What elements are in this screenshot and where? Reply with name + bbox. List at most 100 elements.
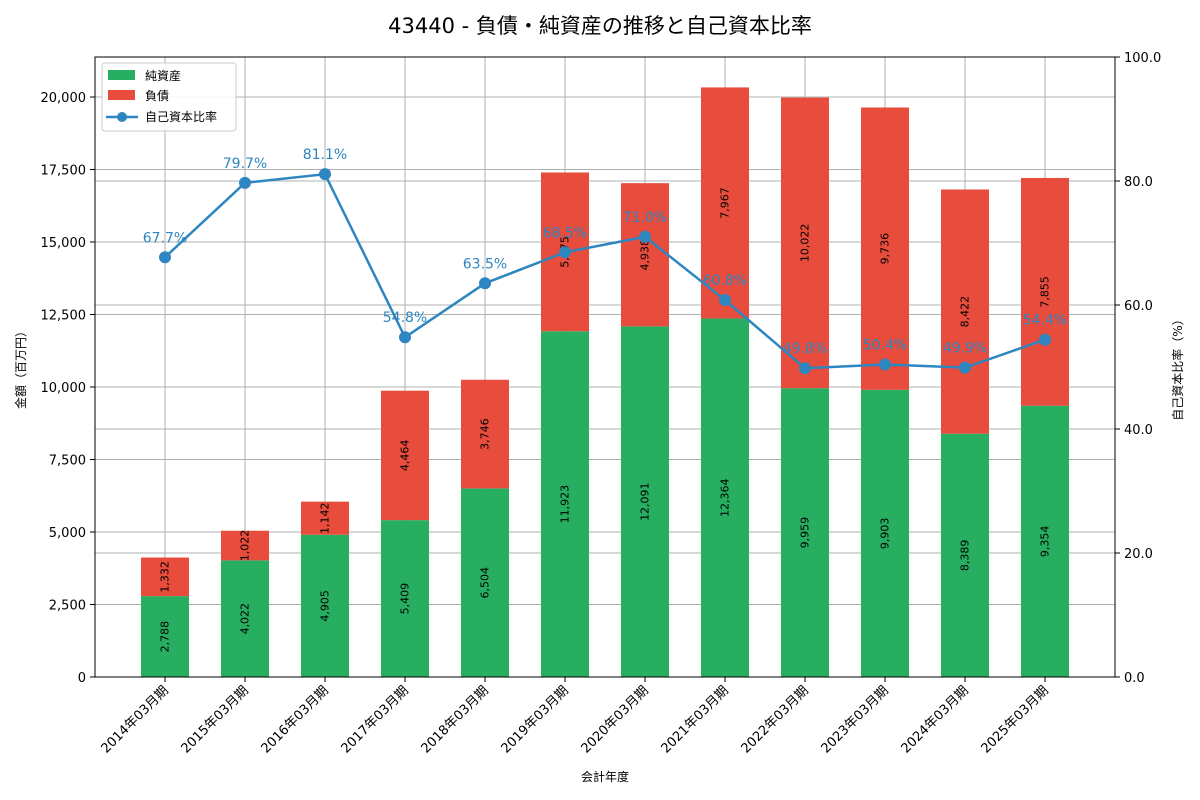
y2-axis-label: 自己資本比率（%） — [1170, 313, 1185, 420]
bar-value-label: 9,354 — [1039, 526, 1052, 558]
bar-value-label: 1,142 — [319, 502, 332, 534]
bar-liabilities — [1021, 177, 1069, 406]
x-tick-label: 2022年03月期 — [739, 683, 812, 756]
bar-value-label: 4,938 — [639, 239, 652, 271]
ratio-marker — [319, 168, 331, 181]
legend-label-liabilities: 負債 — [145, 88, 169, 103]
bar-value-label: 11,923 — [559, 485, 572, 524]
y-tick-label: 7,500 — [49, 454, 86, 469]
bar-liabilities — [461, 379, 509, 489]
legend: 純資産 負債 自己資本比率 — [101, 62, 237, 132]
bar-liabilities — [141, 557, 189, 597]
bar-value-label: 1,332 — [159, 561, 172, 593]
bar-value-label: 7,967 — [719, 187, 732, 219]
x-tick-label: 2015年03月期 — [179, 683, 252, 756]
bar-net-assets — [701, 318, 749, 677]
x-tick-label: 2024年03月期 — [899, 683, 972, 756]
stacked-bars: 2,788 1,332 4,022 1,022 4,905 1,142 5,409 4,464… — [141, 87, 1069, 677]
y-axis-label: 金額（百万円） — [13, 325, 28, 409]
legend-label-ratio: 自己資本比率 — [145, 109, 217, 124]
x-axis-label: 会計年度 — [581, 769, 629, 784]
bar-net-assets — [781, 388, 829, 677]
bar-liabilities — [221, 530, 269, 561]
y-tick-label: 15,000 — [41, 236, 87, 251]
bar-value-label: 9,959 — [799, 517, 812, 549]
bar-liabilities — [621, 183, 669, 327]
bar-value-label: 9,736 — [879, 233, 892, 265]
bar-net-assets — [461, 488, 509, 677]
bar-net-assets — [1021, 405, 1069, 677]
x-tick-label: 2018年03月期 — [419, 683, 492, 756]
bar-net-assets — [861, 389, 909, 677]
legend-swatch-net-assets — [108, 70, 135, 80]
legend-marker-ratio — [117, 112, 127, 122]
x-tick-label: 2014年03月期 — [99, 683, 172, 756]
ratio-label: 67.7% — [143, 230, 187, 246]
ratio-label: 68.5% — [543, 225, 587, 241]
bar-liabilities — [701, 87, 749, 319]
legend-swatch-liabilities — [108, 90, 135, 100]
bar-net-assets — [541, 331, 589, 677]
bar-net-assets — [301, 534, 349, 677]
x-tick-label: 2019年03月期 — [499, 683, 572, 756]
bar-liabilities — [781, 97, 829, 389]
x-axis: 2014年03月期 2015年03月期 2016年03月期 2017年03月期 2018… — [99, 677, 1052, 757]
bar-value-label: 12,364 — [719, 478, 732, 517]
ratio-label: 54.8% — [383, 310, 427, 326]
y-tick-label: 0 — [78, 671, 86, 686]
ratio-label: 79.7% — [223, 156, 267, 172]
bar-net-assets — [381, 520, 429, 677]
y2-tick-label: 0.0 — [1124, 671, 1145, 686]
x-tick-label: 2023年03月期 — [819, 683, 892, 756]
equity-ratio-line: 67.7% 79.7% 81.1% 54.8% 63.5% 68.5% 71.0% 60.8%… — [143, 147, 1067, 375]
y2-tick-label: 80.0 — [1124, 175, 1153, 190]
bar-liabilities — [861, 107, 909, 390]
ratio-label: 60.8% — [703, 273, 747, 289]
bar-value-label: 4,022 — [239, 603, 252, 635]
ratio-label: 81.1% — [303, 147, 347, 163]
plot-frame — [94, 56, 1116, 678]
y2-tick-label: 100.0 — [1124, 51, 1161, 66]
ratio-label: 50.4% — [863, 338, 907, 354]
y-tick-label: 10,000 — [41, 381, 87, 396]
ratio-marker — [639, 230, 651, 243]
bar-value-label: 9,903 — [879, 518, 892, 550]
ratio-label: 71.0% — [623, 210, 667, 226]
right-y-axis: 0.0 20.0 40.0 60.0 80.0 100.0 — [1115, 51, 1161, 686]
ratio-marker — [399, 331, 411, 344]
bar-net-assets — [141, 596, 189, 677]
bar-value-label: 4,905 — [319, 590, 332, 622]
ratio-marker — [879, 358, 891, 371]
bar-liabilities — [941, 189, 989, 434]
left-y-axis: 0 2,500 5,000 7,500 10,000 12,500 15,000 17,500… — [41, 91, 95, 686]
bar-value-label: 4,464 — [399, 440, 412, 472]
ratio-marker — [159, 251, 171, 264]
y2-tick-label: 60.0 — [1124, 299, 1153, 314]
y-tick-label: 12,500 — [41, 309, 87, 324]
bar-value-label: 8,422 — [959, 296, 972, 328]
bar-value-label: 12,091 — [639, 482, 652, 521]
y-tick-label: 5,000 — [49, 526, 86, 541]
bar-value-label: 6,504 — [479, 567, 492, 599]
ratio-label: 49.8% — [783, 341, 827, 357]
ratio-label: 54.4% — [1023, 313, 1067, 329]
y-tick-label: 20,000 — [41, 91, 87, 106]
chart-title: 43440 - 負債・純資産の推移と自己資本比率 — [388, 14, 812, 38]
legend-label-net-assets: 純資産 — [145, 68, 181, 83]
ratio-label: 49.9% — [943, 341, 987, 357]
bar-value-label: 5,409 — [399, 583, 412, 615]
ratio-marker — [1039, 333, 1051, 346]
bar-value-label: 2,788 — [159, 621, 172, 653]
bar-value-label: 1,022 — [239, 530, 252, 562]
ratio-marker — [799, 362, 811, 375]
x-tick-label: 2021年03月期 — [659, 683, 732, 756]
bar-net-assets — [221, 560, 269, 677]
ratio-marker — [719, 294, 731, 307]
y-tick-label: 17,500 — [41, 164, 87, 179]
bar-value-label: 7,855 — [1039, 276, 1052, 308]
bar-net-assets — [941, 433, 989, 677]
bar-net-assets — [621, 326, 669, 677]
bar-liabilities — [381, 390, 429, 521]
y2-tick-label: 20.0 — [1124, 547, 1153, 562]
